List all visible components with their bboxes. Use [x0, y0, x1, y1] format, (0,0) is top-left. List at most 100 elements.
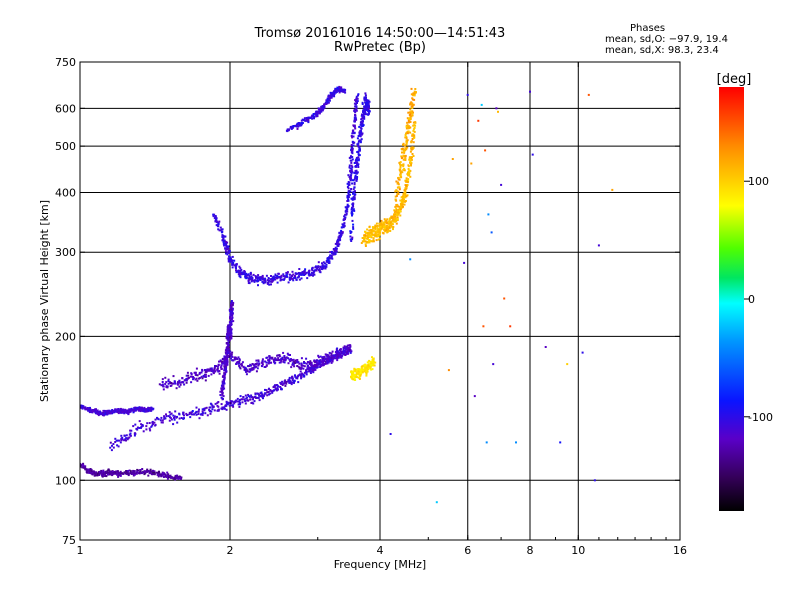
data-point: [412, 141, 415, 144]
data-point: [370, 236, 373, 239]
data-point: [397, 213, 400, 216]
data-point: [286, 352, 289, 355]
data-point: [298, 122, 301, 125]
data-point: [229, 314, 232, 316]
data-point: [350, 161, 353, 164]
data-point: [390, 223, 392, 226]
data-point: [342, 351, 345, 354]
data-point: [284, 381, 287, 384]
data-point: [271, 276, 274, 279]
data-point: [270, 283, 272, 286]
data-point: [226, 253, 229, 256]
data-point: [282, 351, 285, 354]
data-point: [360, 133, 363, 136]
data-point: [365, 106, 368, 109]
data-point: [124, 411, 127, 413]
data-point: [345, 208, 348, 211]
data-point: [309, 360, 312, 363]
data-point: [362, 370, 364, 373]
data-point: [164, 417, 167, 420]
data-point: [238, 359, 241, 361]
data-point: [335, 249, 338, 252]
data-point: [250, 364, 252, 367]
data-point: [128, 433, 131, 436]
data-point: [351, 238, 354, 241]
data-point: [139, 410, 142, 413]
y-tick-label: 600: [55, 102, 76, 115]
data-point: [398, 206, 401, 209]
data-point: [289, 380, 292, 383]
data-point: [257, 396, 260, 399]
data-point: [357, 376, 360, 379]
data-point: [281, 384, 284, 386]
data-point: [359, 129, 362, 132]
data-point: [318, 108, 321, 111]
data-point: [413, 92, 416, 95]
data-point: [400, 155, 403, 158]
data-point: [242, 365, 245, 368]
data-point: [303, 362, 306, 365]
data-point: [355, 161, 358, 164]
data-point: [117, 445, 120, 448]
data-point: [189, 416, 192, 419]
data-point: [231, 260, 234, 263]
data-point: [166, 386, 169, 389]
data-point: [266, 394, 269, 397]
data-point: [219, 366, 222, 369]
data-point: [407, 126, 410, 129]
data-point: [263, 366, 266, 368]
data-point: [216, 365, 219, 368]
data-point: [195, 367, 198, 370]
data-point: [227, 245, 230, 248]
data-point: [117, 472, 120, 474]
data-point: [146, 408, 149, 411]
data-point: [261, 276, 264, 279]
data-point: [369, 365, 372, 368]
data-point: [328, 357, 331, 360]
data-point: [225, 336, 228, 339]
data-point: [236, 397, 239, 400]
data-point: [195, 413, 198, 416]
data-point: [364, 92, 367, 95]
data-point: [307, 118, 310, 121]
data-point: [91, 410, 94, 413]
data-point: [411, 134, 414, 137]
data-point: [328, 260, 331, 263]
data-point: [198, 377, 200, 380]
data-point: [305, 117, 308, 119]
data-point: [321, 360, 324, 363]
data-point: [300, 377, 303, 380]
data-point: [170, 418, 173, 421]
data-point: [286, 271, 289, 274]
data-point: [313, 359, 316, 362]
data-point: [109, 441, 112, 444]
data-point: [409, 258, 412, 261]
data-point: [355, 106, 358, 109]
data-point: [365, 103, 368, 106]
data-point: [371, 368, 374, 371]
data-point: [231, 400, 234, 403]
data-point: [173, 380, 176, 383]
data-point: [350, 159, 353, 162]
data-point: [310, 271, 313, 274]
data-point: [407, 130, 410, 133]
data-point: [349, 235, 352, 238]
data-point: [111, 409, 114, 411]
data-point: [358, 146, 361, 149]
data-point: [341, 351, 343, 354]
data-point: [287, 353, 290, 356]
data-point: [376, 227, 379, 230]
data-point: [158, 470, 160, 473]
data-point: [255, 397, 258, 399]
data-point: [375, 225, 378, 228]
data-point: [274, 357, 277, 360]
data-point: [225, 252, 228, 255]
data-point: [336, 359, 339, 362]
data-point: [331, 94, 334, 97]
data-point: [264, 388, 266, 391]
data-point: [412, 121, 415, 124]
data-point: [114, 441, 117, 443]
data-point: [410, 101, 413, 104]
data-point: [366, 241, 369, 244]
data-point: [312, 371, 315, 374]
